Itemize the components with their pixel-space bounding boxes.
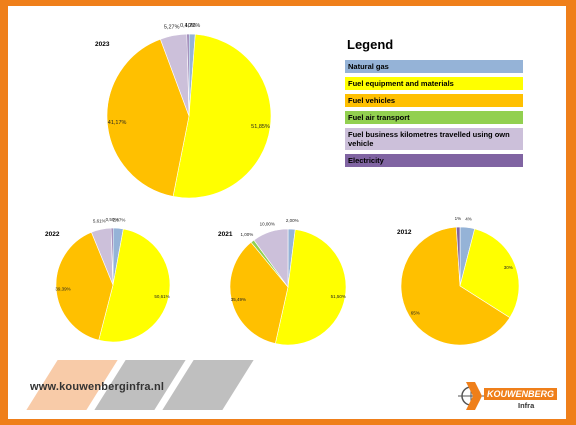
pie-2022-label-1: 50,61% <box>154 294 169 299</box>
company-logo: KOUWENBERG Infra <box>458 378 557 412</box>
pie-2022-slice-5 <box>110 227 114 286</box>
pie-2023-slice-1 <box>172 33 272 199</box>
pie-2023-slice-2 <box>106 38 190 197</box>
pie-2021: 2,00% 51,50% 35,49% 1,00% 10,00% <box>229 218 347 346</box>
frame-right <box>566 0 576 425</box>
pie-2023-title: 2023 <box>95 41 110 48</box>
pie-2012-slice-2 <box>400 226 511 346</box>
frame-top <box>0 0 576 6</box>
pie-2012-title: 2012 <box>397 229 412 236</box>
frame-bottom <box>0 419 576 425</box>
pie-2023-label-4: 5,27% <box>164 25 180 31</box>
legend-item-0: Natural gas <box>345 60 523 73</box>
pie-2022-label-0: 2,87% <box>113 217 126 222</box>
pie-2012-label-5: 1% <box>455 216 462 221</box>
pie-2021-label-0: 2,00% <box>286 218 299 223</box>
pie-2012-label-0: 4% <box>465 217 472 222</box>
pie-2021-slice-1 <box>274 229 347 346</box>
pie-2023-label-0: 1,22% <box>185 23 201 29</box>
pie-2022: 2,87% 50,61% 39,39% 5,61% 0,50% <box>55 217 171 343</box>
legend-item-4: Fuel business kilometres travelled using… <box>345 128 523 150</box>
pie-2012-slice-5 <box>455 226 461 287</box>
logo-sub: Infra <box>518 401 535 410</box>
pie-2021-title: 2021 <box>218 231 233 238</box>
legend-items: Natural gas Fuel equipment and materials F… <box>345 60 523 167</box>
logo-mark-icon <box>458 382 484 410</box>
pie-2021-slice-2 <box>229 241 289 344</box>
pie-2022-label-5: 0,50% <box>106 217 119 222</box>
legend-title: Legend <box>347 37 394 52</box>
pie-2021-label-2: 35,49% <box>231 297 246 302</box>
pie-2023-slice-5 <box>186 33 190 117</box>
frame-left <box>0 0 8 425</box>
pie-2022-slice-1 <box>98 228 171 343</box>
pie-2023: 1,22% 51,85% 41,17% 5,27% 0,40% <box>106 23 272 199</box>
pie-2021-slice-4 <box>253 228 289 288</box>
legend-item-3: Fuel air transport <box>345 111 523 124</box>
pie-2021-label-3: 1,00% <box>241 232 254 237</box>
pie-2012-label-2: 65% <box>411 310 420 315</box>
logo-name: KOUWENBERG <box>484 388 557 400</box>
pie-2022-label-4: 5,61% <box>93 218 106 223</box>
pie-2023-label-5: 0,40% <box>180 23 196 29</box>
pie-2022-title: 2022 <box>45 231 60 238</box>
pie-2012: 4% 30% 65% 1% <box>400 216 520 346</box>
pie-2012-label-1: 30% <box>504 265 513 270</box>
pie-2022-label-2: 39,39% <box>55 286 70 291</box>
pie-2022-slice-2 <box>55 231 114 341</box>
pie-2023-label-1: 51,85% <box>251 124 270 130</box>
pie-2023-label-2: 41,17% <box>108 120 127 126</box>
legend: Legend Natural gas Fuel equipment and mat… <box>345 36 523 171</box>
legend-item-5: Electricity <box>345 154 523 167</box>
legend-item-1: Fuel equipment and materials <box>345 77 523 90</box>
pie-2012-slice-1 <box>459 228 520 319</box>
pie-2021-label-4: 10,00% <box>260 221 275 226</box>
website-link[interactable]: www.kouwenberginfra.nl <box>30 381 165 393</box>
pie-2021-label-1: 51,50% <box>331 294 346 299</box>
legend-item-2: Fuel vehicles <box>345 94 523 107</box>
